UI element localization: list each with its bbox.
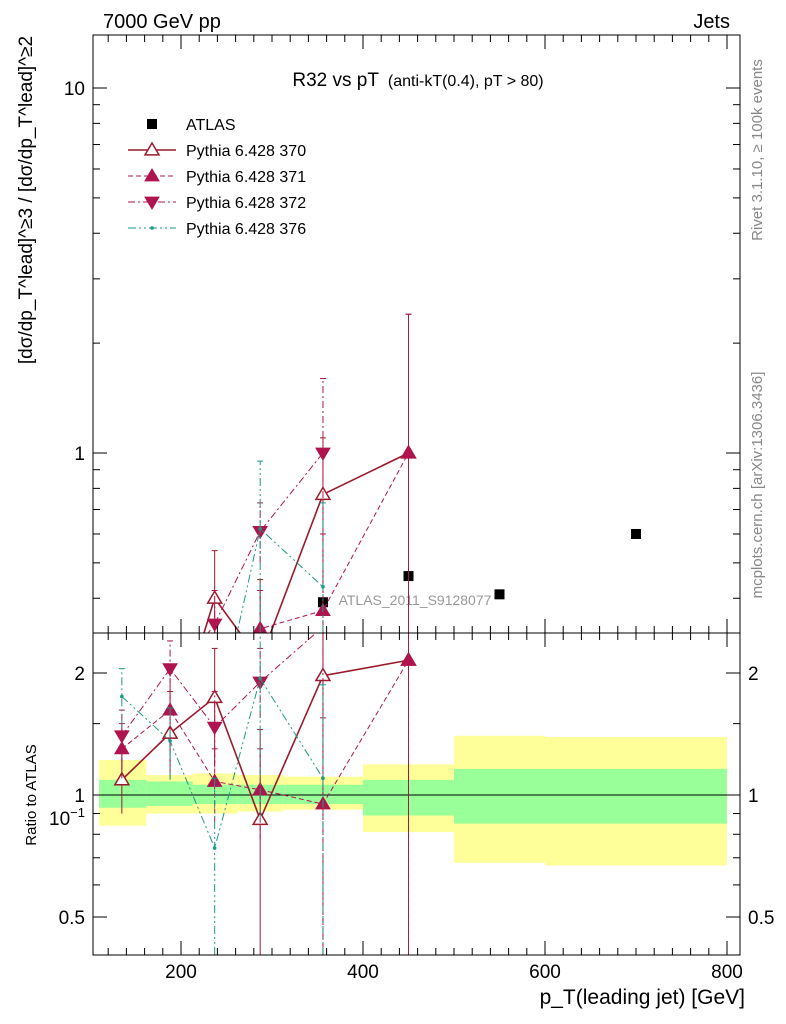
ratio-ytick-label-right-0: 0.5 [748, 908, 774, 929]
main-title-text: R32 vs pT [292, 70, 379, 91]
legend-marker-4 [150, 226, 154, 230]
main-series-3 [115, 377, 331, 941]
legend-label-4: Pythia 6.428 376 [186, 221, 306, 238]
legend-label-3: Pythia 6.428 372 [186, 195, 306, 212]
main-series-line-3 [207, 452, 324, 633]
axis-ticks [93, 35, 740, 955]
main-point-0-7 [631, 528, 641, 539]
ratio-series-line-2 [121, 633, 317, 737]
header-energy: 7000 GeV pp [103, 11, 221, 33]
ratio-point-2-1 [162, 663, 178, 677]
main-point-2-5 [400, 445, 417, 459]
ratio-series-line-0 [121, 659, 409, 822]
ratio-point-3-2 [212, 846, 217, 850]
source-label: mcplots.cern.ch [arXiv:1306.3436] [749, 372, 766, 599]
ratio-point-1-5 [400, 652, 417, 666]
legend-label-0: ATLAS [186, 117, 236, 134]
xtick-label-0: 200 [165, 962, 197, 983]
band-stat-7 [545, 768, 727, 824]
legend-marker-2 [144, 168, 160, 182]
main-point-3-4 [315, 447, 331, 461]
ratio-point-3-3 [258, 676, 262, 681]
main-ytick-label-0: 10−1 [49, 805, 85, 830]
main-point-3-0 [115, 929, 129, 941]
rivet-label: Rivet 3.1.10, ≥ 100k events [749, 59, 766, 241]
ratio-point-2-0 [113, 730, 130, 744]
legend-marker-0 [147, 119, 157, 129]
main-ytick-sup: −1 [70, 805, 85, 820]
band-stat-6 [454, 768, 545, 824]
main-series-1 [115, 313, 417, 981]
header-category: Jets [693, 11, 730, 33]
ratio-series-line-3 [121, 677, 324, 850]
ratio-ytick-label-2: 2 [74, 664, 85, 685]
main-point-1-0 [115, 969, 129, 981]
watermark: ATLAS_2011_S9128077 [339, 592, 492, 608]
band-stat-1 [146, 781, 193, 806]
main-point-3-2 [206, 618, 223, 632]
main-point-0-0 [117, 984, 127, 994]
main-ytick-label-1: 1 [74, 444, 85, 465]
main-series-line-4 [236, 527, 324, 633]
main-title: R32 vs pT (anti-kT(0.4), pT > 80) [292, 70, 543, 91]
main-ytick-label-2: 10 [64, 79, 85, 100]
ratio-series-3 [118, 633, 326, 955]
ratio-point-2-2 [206, 721, 223, 736]
ratio-xlabel: p_T(leading jet) [GeV] [540, 986, 745, 1009]
main-series-4 [120, 460, 326, 901]
ratio-point-3-1 [168, 739, 172, 743]
main-series-line-1 [203, 452, 409, 633]
xtick-label-3: 800 [711, 962, 743, 983]
ratio-point-0-0 [113, 771, 131, 786]
main-point-0-6 [494, 589, 505, 600]
ratio-point-3-4 [321, 776, 325, 781]
legend-label-1: Pythia 6.428 370 [186, 143, 306, 160]
ratio-ytick-label-right-1: 1 [748, 786, 759, 807]
main-ylabel: [dσ/dp_T^lead]^≥3 / [dσ/dp_T^lead]^≥2 [16, 36, 37, 364]
main-plot-layer [115, 313, 641, 994]
ratio-ylabel: Ratio to ATLAS [23, 744, 40, 845]
ratio-ytick-label-0: 0.5 [59, 908, 85, 929]
legend-marker-1 [143, 141, 161, 156]
legend-marker-3 [144, 196, 160, 210]
main-point-4-3 [258, 526, 262, 531]
ratio-ytick-label-1: 1 [74, 786, 85, 807]
ratio-series-line-1 [121, 660, 409, 805]
ratio-ytick-label-right-2: 2 [748, 664, 759, 685]
main-point-4-4 [321, 584, 325, 589]
legend: ATLAS Pythia 6.428 370 Pythia 6.428 371 Pyt… [128, 117, 306, 238]
xtick-label-2: 600 [529, 962, 561, 983]
ratio-frame [92, 632, 741, 956]
ratio-plot-layer [93, 633, 740, 955]
legend-label-2: Pythia 6.428 371 [186, 169, 306, 186]
main-subtitle-text: (anti-kT(0.4), pT > 80) [388, 73, 544, 90]
xtick-label-1: 400 [347, 962, 379, 983]
main-series-line-2 [255, 452, 409, 633]
ratio-point-3-0 [120, 694, 124, 699]
main-series-2 [252, 313, 417, 633]
main-ytick-base: 10 [49, 809, 70, 830]
main-point-4-0 [120, 897, 124, 901]
